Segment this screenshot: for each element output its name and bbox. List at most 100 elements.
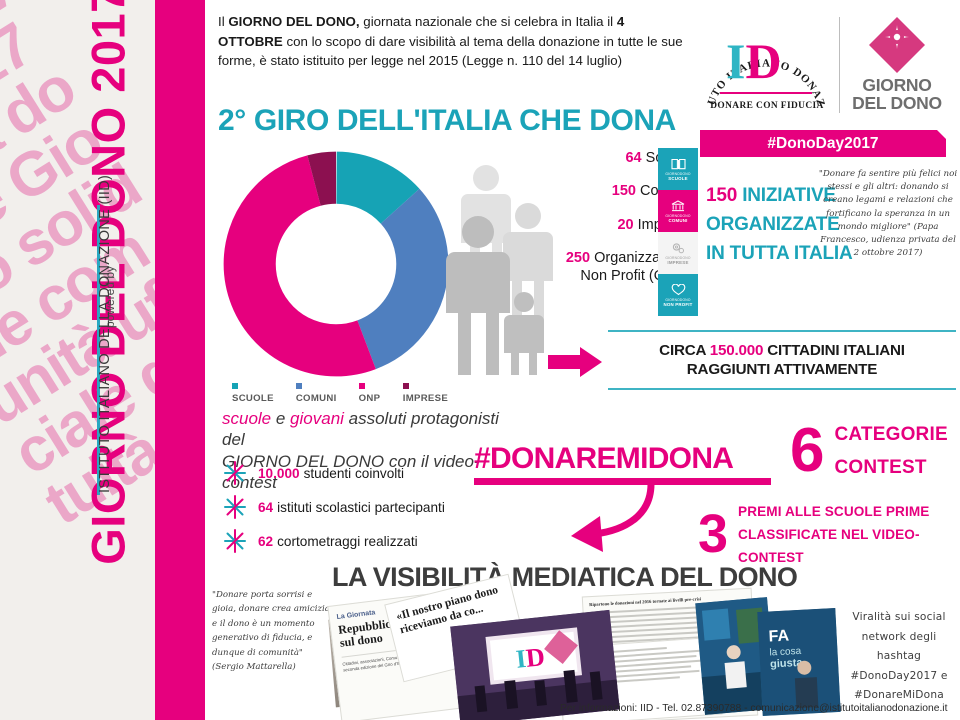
iid-logo: ISTITUTO ITALIANO DONAZIONE ID DONARE CO… — [700, 6, 832, 124]
curved-arrow-left-icon — [571, 483, 655, 552]
bullet-text-shorts: cortometraggi realizzati — [277, 533, 418, 549]
intro-paragraph: Il GIORNO DEL DONO, giornata nazionale c… — [218, 12, 688, 71]
svg-text:D: D — [524, 642, 546, 673]
photo-event-stage: I D — [450, 609, 620, 720]
divider-bottom — [608, 387, 956, 390]
legend-item-imprese: IMPRESE — [402, 382, 457, 404]
intro-text-2: giornata nazionale che si celebra in Ita… — [359, 14, 617, 29]
legend-label-comuni: COMUNI — [295, 393, 337, 404]
legend-swatch-comuni — [295, 383, 302, 389]
iniziative-line-1: 150 INIZIATIVE — [706, 182, 853, 211]
stat-num-scuole: 64 — [625, 150, 642, 166]
donut-slice-onp — [223, 151, 449, 377]
iniziative-word: INIZIATIVE — [737, 185, 836, 206]
premi-words: PREMI ALLE SCUOLE PRIME CLASSIFICATE NEL… — [738, 500, 960, 569]
citizens-reached-text: CIRCA 150.000 CITTADINI ITALIANI RAGGIUN… — [608, 332, 956, 388]
stat-num-onp: 250 — [565, 250, 591, 267]
organization-name: ISTITUTO ITALIANO DELLA DONAZIONE (IID) — [97, 174, 113, 493]
footer-contact: Per informazioni: IID - Tel. 02.87390788… — [560, 703, 948, 714]
intro-text-1: Il — [218, 14, 229, 29]
quote-papa-francesco: "Donare fa sentire più felici noi stessi… — [818, 169, 958, 259]
sg-mid: e — [271, 409, 291, 428]
donut-svg — [223, 151, 449, 377]
donut-slice-comuni — [223, 151, 449, 377]
circa-post: CITTADINI ITALIANI — [763, 342, 905, 359]
diamond-flower-icon — [868, 17, 926, 74]
sg-pink-2: giovani — [290, 409, 344, 428]
circa-number: 150.000 — [709, 342, 764, 359]
bank-icon — [671, 199, 685, 211]
premi-line-1: PREMI ALLE SCUOLE PRIME — [738, 504, 930, 519]
legend-swatch-scuole — [232, 383, 238, 389]
chart-legend: SCUOLE COMUNI ONP IMPRESE — [232, 382, 457, 404]
photo-tv-show: FA la cosa giusta — [757, 608, 841, 716]
svg-text:la cosa: la cosa — [769, 646, 802, 659]
svg-text:giusta: giusta — [770, 657, 804, 671]
title-divider — [97, 205, 100, 495]
logo-block: ISTITUTO ITALIANO DONAZIONE ID DONARE CO… — [700, 6, 950, 166]
bullet-text-institutes: istituti scolastici partecipanti — [277, 499, 445, 515]
school-bullets-list: 10.000 studenti coinvolti 64 istituti sc… — [222, 456, 522, 558]
category-badges: GIORNODONO SCUOLE GIORNODONO COMUNI GIOR… — [658, 148, 698, 316]
book-icon — [670, 158, 686, 169]
stat-num-imprese: 20 — [617, 216, 634, 233]
viral-line-4: #DonoDay2017 e — [850, 669, 948, 682]
iniziative-block: 150 INIZIATIVE ORGANIZZATE IN TUTTA ITAL… — [706, 182, 853, 269]
quote-sergio-mattarella: "Donare porta sorrisi e gioia, donare cr… — [212, 590, 333, 673]
iid-letter-i: I — [726, 33, 746, 89]
divider-top — [608, 330, 956, 332]
citizens-reached-box: CIRCA 150.000 CITTADINI ITALIANI RAGGIUN… — [608, 330, 956, 390]
asterisk-icon — [224, 495, 246, 519]
legend-item-onp: ONP — [358, 382, 390, 404]
bullet-text-students: studenti coinvolti — [303, 465, 405, 481]
badge-scuole: GIORNODONO SCUOLE — [658, 148, 698, 190]
categorie-contest-block: 6 CATEGORIE CONTEST — [790, 418, 948, 485]
intro-bold-2: 4 OTTOBRE — [218, 14, 625, 49]
iniziative-number: 150 — [706, 185, 738, 206]
people-silhouettes-icon — [446, 165, 553, 375]
iid-monogram: ID — [726, 36, 782, 86]
badge-scuole-label: SCUOLE — [668, 175, 688, 181]
pink-side-strip — [155, 0, 205, 720]
categorie-number: 6 — [790, 416, 825, 486]
iniziative-line-3: IN TUTTA ITALIA — [706, 242, 853, 264]
iniziative-line-2: ORGANIZZATE — [706, 213, 840, 235]
donaremidona-hashtag: #DONAREMIDONA — [474, 442, 734, 475]
gdd-line-2: DEL DONO — [852, 93, 942, 113]
left-banner: dono civiltà 2017 carità donare Giorno s… — [0, 0, 205, 720]
clip-d-fa: FA — [768, 627, 790, 645]
legend-label-scuole: SCUOLE — [232, 393, 274, 404]
gdd-line-1: GIORNO — [862, 75, 932, 96]
participants-donut-chart: SCUOLE COMUNI ONP IMPRESE — [222, 150, 457, 405]
legend-item-scuole: SCUOLE — [232, 382, 283, 404]
intro-bold-1: GIORNO DEL DONO, — [228, 14, 360, 29]
heart-icon — [671, 283, 685, 295]
categorie-line-1: CATEGORIE — [834, 424, 948, 445]
asterisk-icon — [224, 461, 246, 485]
bullet-item-institutes: 64 istituti scolastici partecipanti — [222, 490, 522, 524]
badge-comuni-label: COMUNI — [668, 217, 688, 223]
intro-text-3: con lo scopo di dare visibilità al tema … — [218, 33, 683, 69]
badge-imprese-kicker: GIORNODONO — [665, 255, 691, 260]
legend-label-onp: ONP — [358, 393, 381, 404]
viral-line-3: hashtag — [876, 650, 922, 663]
section-heading-giro: 2° GIRO DELL'ITALIA CHE DONA — [218, 104, 676, 137]
arrow-right-icon — [548, 347, 602, 377]
viral-social-text: Viralità sui social network degli hashta… — [840, 608, 958, 706]
donut-slice-imprese — [223, 151, 449, 377]
bullet-num-shorts: 62 — [258, 533, 274, 549]
badge-imprese-label: IMPRESE — [667, 259, 689, 265]
premi-line-2: CLASSIFICATE NEL VIDEO-CONTEST — [738, 527, 920, 566]
intro-text-4: , è stato istituito per legge nel 2015 (… — [252, 53, 623, 69]
bullet-num-institutes: 64 — [258, 499, 274, 515]
donaremidona-underline — [474, 478, 771, 485]
viral-line-2: network degli — [861, 630, 937, 643]
iid-tagline: DONARE CON FIDUCIA — [710, 101, 824, 111]
iid-letter-d: D — [745, 33, 782, 89]
asterisk-icon — [224, 529, 246, 553]
circa-pre: CIRCA — [659, 342, 710, 359]
visibilita-heading: LA VISIBILITÀ MEDIATICA DEL DONO — [332, 562, 798, 592]
badge-comuni-kicker: GIORNODONO — [665, 213, 691, 218]
circa-line2: RAGGIUNTI ATTIVAMENTE — [686, 361, 878, 379]
